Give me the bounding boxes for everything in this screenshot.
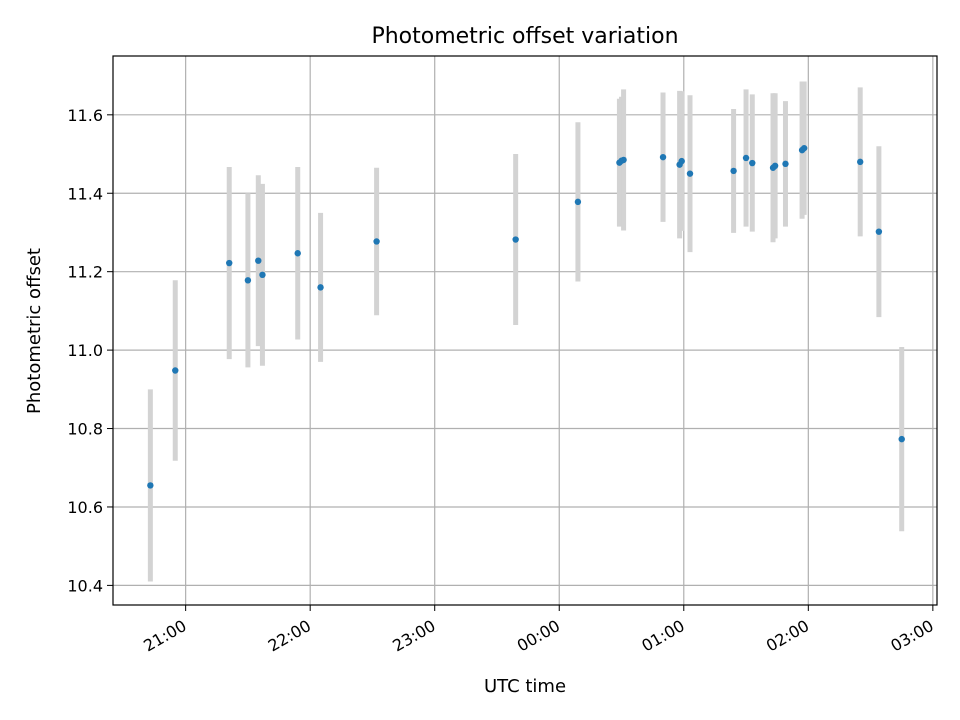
data-point [172, 367, 179, 374]
data-point [678, 157, 685, 165]
x-tick-label: 03:00 [887, 616, 936, 656]
x-tick-label: 23:00 [389, 616, 438, 656]
y-axis-ticks: 10.4 10.6 10.8 11.0 11.2 11.4 11.6 [67, 106, 113, 595]
data-point [512, 236, 519, 243]
x-tick-label: 21:00 [140, 616, 189, 656]
y-tick-label: 10.8 [67, 420, 103, 439]
data-point [620, 156, 627, 164]
x-axis-ticks: 21:00 22:00 23:00 00:00 01:00 02:00 03:00 [140, 605, 937, 656]
y-tick-label: 11.6 [67, 106, 103, 125]
data-point [244, 277, 252, 284]
y-tick-label: 10.6 [67, 498, 103, 517]
chart-title: Photometric offset variation [371, 24, 678, 49]
y-tick-label: 11.0 [67, 341, 103, 360]
data-point [898, 435, 905, 443]
grid [113, 56, 937, 605]
data-point [226, 259, 233, 267]
y-tick-label: 11.4 [67, 184, 103, 203]
data-point [659, 153, 667, 161]
data-point [730, 167, 737, 175]
data-point [782, 160, 789, 168]
y-tick-label: 10.4 [67, 576, 103, 595]
data-point [259, 271, 266, 279]
data-point [373, 238, 380, 245]
x-axis-label: UTC time [484, 676, 566, 697]
x-tick-label: 00:00 [514, 616, 563, 656]
data-point [875, 228, 883, 235]
data-point [857, 158, 864, 166]
data-point [294, 250, 301, 257]
x-tick-label: 01:00 [638, 616, 687, 656]
plot-area-frame [112, 55, 938, 606]
data-point [742, 154, 750, 162]
data-point [800, 144, 808, 152]
x-tick-label: 02:00 [763, 616, 812, 656]
data-point [255, 257, 262, 264]
data-point [574, 198, 582, 206]
data-point [147, 482, 154, 489]
data-point [771, 162, 779, 169]
data-points [147, 144, 905, 489]
data-point [317, 284, 324, 291]
x-tick-label: 22:00 [265, 616, 314, 656]
y-axis-label: Photometric offset [24, 248, 45, 414]
data-point [749, 159, 756, 167]
data-point [686, 170, 694, 177]
y-tick-label: 11.2 [67, 263, 103, 282]
